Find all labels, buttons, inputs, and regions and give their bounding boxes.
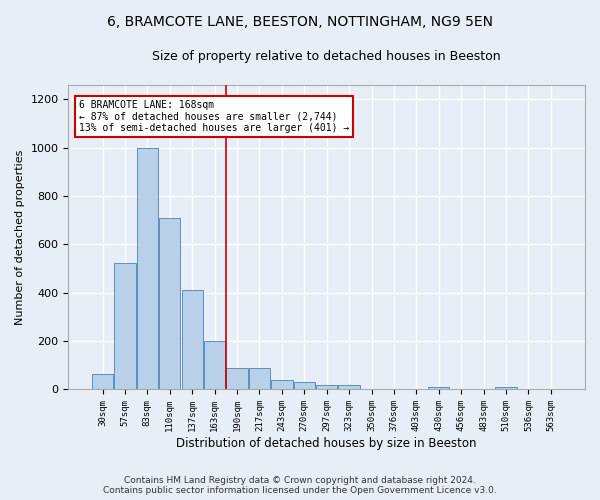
Bar	[293, 382, 315, 390]
Y-axis label: Number of detached properties: Number of detached properties	[15, 150, 25, 325]
Bar	[316, 386, 337, 390]
Bar	[204, 341, 225, 390]
Text: 6 BRAMCOTE LANE: 168sqm
← 87% of detached houses are smaller (2,744)
13% of semi: 6 BRAMCOTE LANE: 168sqm ← 87% of detache…	[79, 100, 349, 134]
Bar	[226, 368, 248, 390]
Text: Contains HM Land Registry data © Crown copyright and database right 2024.
Contai: Contains HM Land Registry data © Crown c…	[103, 476, 497, 495]
Bar	[159, 218, 181, 390]
Bar	[92, 374, 113, 390]
X-axis label: Distribution of detached houses by size in Beeston: Distribution of detached houses by size …	[176, 437, 477, 450]
Bar	[428, 386, 449, 390]
Bar	[115, 262, 136, 390]
Bar	[249, 368, 270, 390]
Bar	[271, 380, 293, 390]
Bar	[182, 290, 203, 390]
Bar	[137, 148, 158, 390]
Bar	[496, 387, 517, 390]
Bar	[338, 384, 360, 390]
Title: Size of property relative to detached houses in Beeston: Size of property relative to detached ho…	[152, 50, 501, 63]
Text: 6, BRAMCOTE LANE, BEESTON, NOTTINGHAM, NG9 5EN: 6, BRAMCOTE LANE, BEESTON, NOTTINGHAM, N…	[107, 15, 493, 29]
